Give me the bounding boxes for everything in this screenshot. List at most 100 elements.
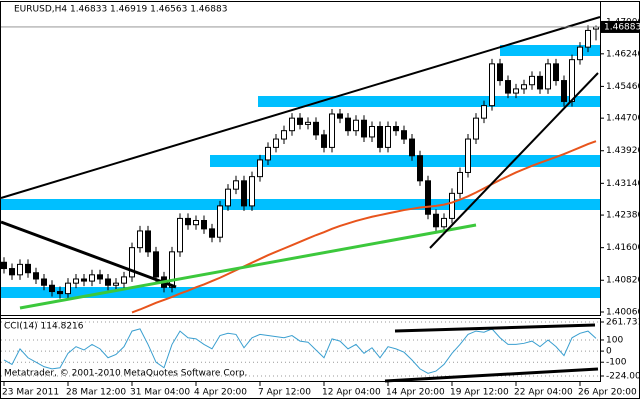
trend-line (19, 223, 477, 310)
candle-body (217, 205, 223, 238)
y-tick-label: -224.0087 (606, 372, 640, 382)
y-tick-label: 1.43920 (606, 146, 640, 156)
candle-body (401, 130, 407, 140)
x-tick-label: 26 Apr 20:00 (578, 388, 637, 398)
x-tick-label: 12 Apr 04:00 (322, 388, 381, 398)
candle-body (433, 213, 439, 228)
candle-body (97, 274, 103, 280)
candle-body (457, 171, 463, 194)
candle-body (177, 217, 183, 253)
zone (500, 45, 600, 56)
x-tick-label: 4 Apr 20:00 (194, 388, 247, 398)
candle-body (193, 220, 199, 226)
candle-body (353, 119, 359, 132)
candle-body (577, 46, 583, 61)
candle-body (553, 63, 559, 82)
cci-line (3, 328, 597, 374)
candle-body (241, 180, 247, 207)
candle-body (73, 278, 79, 284)
candle-body (481, 105, 487, 119)
candle-body (369, 126, 375, 138)
candle-body (513, 88, 519, 94)
candle-body (89, 274, 95, 282)
trend-line (0, 220, 177, 289)
y-tick-label: 100 (606, 335, 623, 345)
x-tick-label: 14 Apr 20:00 (386, 388, 445, 398)
cci-trend-line (394, 323, 596, 333)
candle-body (345, 117, 351, 132)
candle-body (425, 180, 431, 215)
y-tick-label: 1.43140 (606, 179, 640, 189)
candle-body (41, 278, 47, 286)
candle-body (289, 117, 295, 132)
candle-body (225, 188, 231, 207)
candle-body (121, 276, 127, 284)
candle-body (569, 59, 575, 102)
candle-body (201, 220, 207, 230)
trend-line (429, 72, 599, 249)
candle-body (361, 119, 367, 138)
candle-body (25, 263, 31, 274)
candle-body (497, 63, 503, 82)
candle-body (473, 117, 479, 140)
candle-body (81, 278, 87, 282)
candle-body (489, 63, 495, 107)
candle-body (169, 251, 175, 288)
y-tick-label: 1.41600 (606, 243, 640, 253)
y-tick-label: 1.46240 (606, 49, 640, 59)
candle-body (465, 138, 471, 173)
x-tick-label: 22 Apr 04:00 (514, 388, 573, 398)
candle-body (257, 159, 263, 178)
candle-body (313, 121, 319, 136)
price-label: 1.46883 (604, 22, 640, 32)
candle-body (385, 126, 391, 148)
x-tick-label: 19 Apr 12:00 (450, 388, 509, 398)
marks (1, 25, 600, 377)
candle-body (529, 75, 535, 86)
x-tick-label: 23 Mar 2011 (2, 388, 59, 398)
candle-body (393, 126, 399, 132)
candle-body (305, 121, 311, 125)
candle-body (265, 146, 271, 161)
candle-body (145, 230, 151, 253)
support-zones (1, 45, 600, 298)
candle-body (65, 282, 71, 295)
candle-body (129, 247, 135, 278)
candle-body (1, 261, 7, 270)
y-tick-label: 0 (606, 347, 612, 357)
candle-body (9, 268, 15, 276)
candle-body (585, 29, 591, 48)
price-label-box (601, 20, 639, 33)
zone (1, 287, 600, 298)
candle-body (153, 251, 159, 278)
candle-body (441, 217, 447, 228)
candle-body (505, 80, 511, 94)
candle-body (417, 155, 423, 182)
candle-body (449, 192, 455, 219)
candle-body (17, 263, 23, 276)
chart-title: EURUSD,H4 1.46833 1.46919 1.46563 1.4688… (14, 5, 227, 15)
zone (258, 96, 600, 107)
candle-body (329, 113, 335, 148)
candle-body (233, 180, 239, 190)
candle-body (249, 176, 255, 207)
candle-body (137, 230, 143, 249)
y-tick-label: 1.40060 (606, 307, 640, 317)
candle-body (537, 75, 543, 90)
candle-body (57, 291, 63, 295)
y-tick-label: 1.40820 (606, 276, 640, 286)
candle-body (297, 117, 303, 125)
candle-body (377, 126, 383, 148)
candle-body (521, 84, 527, 90)
candle-body (49, 284, 55, 293)
candle-body (273, 138, 279, 148)
zone (1, 199, 600, 210)
y-tick-label: 1.44700 (606, 114, 640, 124)
y-tick-label: -100 (606, 358, 627, 368)
trend-line (0, 16, 601, 199)
moving-average (131, 140, 597, 314)
candle-body (321, 134, 327, 148)
x-tick-label: 7 Apr 12:00 (258, 388, 311, 398)
candle-body (409, 138, 415, 157)
